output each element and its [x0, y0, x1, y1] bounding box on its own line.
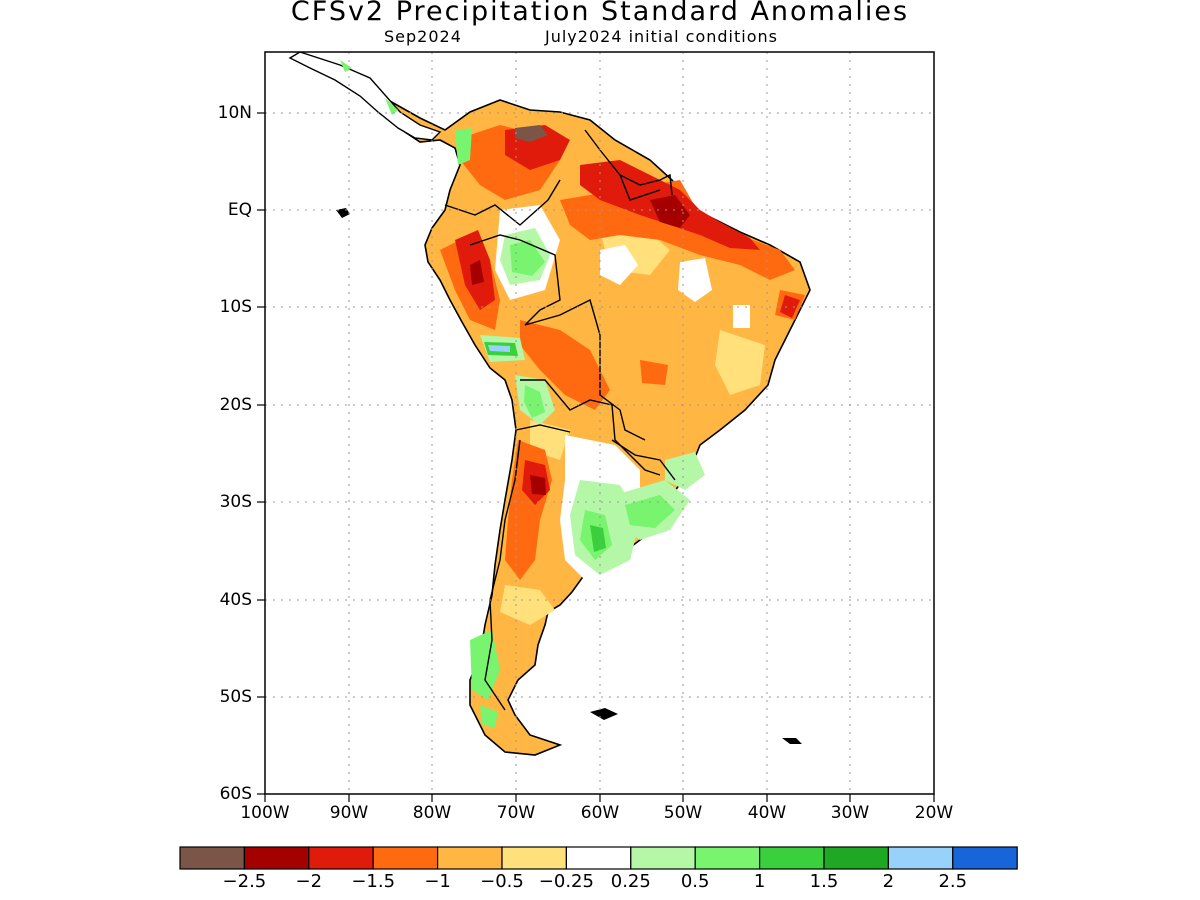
anomaly-region [733, 305, 750, 328]
colorbar-swatch [437, 846, 503, 870]
colorbar-swatch [501, 846, 568, 870]
chart-title: CFSv2 Precipitation Standard Anomalies [290, 0, 910, 27]
anomaly-region [625, 495, 675, 528]
anomaly-region [500, 585, 555, 625]
lon-label: 100W [240, 803, 290, 823]
colorbar-swatch [243, 846, 310, 870]
lon-label: 50W [663, 803, 703, 823]
lon-label: 80W [412, 803, 452, 823]
anomaly-region [780, 295, 800, 318]
anomaly-region [470, 630, 500, 700]
colorbar-label: −1 [424, 871, 451, 892]
lat-label: 20S [219, 395, 252, 415]
anomaly-region [455, 128, 472, 165]
anomaly-region [510, 240, 545, 276]
lat-label: 10S [219, 297, 252, 317]
anomaly-field [288, 52, 811, 756]
anomaly-region [488, 345, 510, 352]
lon-label: 20W [914, 803, 954, 823]
lat-label: EQ [227, 200, 252, 220]
anomaly-region [678, 258, 712, 302]
colorbar-swatch [823, 846, 890, 870]
lon-label: 70W [496, 803, 536, 823]
anomaly-region [524, 385, 545, 418]
colorbar-label: −2.5 [222, 871, 267, 892]
anomaly-region [600, 245, 638, 285]
anomaly-region [650, 195, 690, 228]
colorbar-label: −0.5 [480, 871, 524, 892]
anomaly-region [470, 260, 484, 285]
colorbar-label: −1.5 [351, 871, 396, 892]
colorbar-swatch [308, 846, 374, 870]
central-america [288, 52, 442, 141]
anomaly-region [520, 320, 610, 410]
anomaly-region [480, 705, 498, 728]
colorbar-label: −0.25 [538, 871, 594, 892]
colorbar-label: 1.5 [809, 871, 839, 892]
anomaly-region [640, 360, 668, 385]
colorbar-label: 2 [882, 871, 895, 892]
lon-label: 60W [580, 803, 620, 823]
anomaly-region [665, 452, 705, 490]
colorbar-swatch [694, 846, 761, 870]
lon-label: 40W [747, 803, 787, 823]
lon-label: 90W [329, 803, 369, 823]
anomaly-region [515, 125, 548, 142]
colorbar-swatch [758, 846, 825, 870]
lat-label: 30S [219, 492, 252, 512]
colorbar-label: −2 [295, 871, 323, 892]
colorbar-swatch [372, 846, 439, 870]
colorbar-label: 0.25 [610, 871, 651, 892]
colorbar-swatch [887, 846, 954, 870]
colorbar-swatch [565, 846, 632, 870]
south-georgia [782, 738, 802, 744]
axis-ticks [257, 112, 935, 802]
colorbar-label: 0.5 [680, 871, 710, 892]
lon-label: 30W [830, 803, 870, 823]
initial-conditions-label: July2024 initial conditions [545, 27, 778, 46]
lat-label: 50S [219, 687, 252, 707]
lat-label: 10N [217, 103, 252, 123]
colorbar-swatch [952, 846, 1018, 870]
falkland-islands [590, 708, 618, 720]
anomaly-region [715, 330, 765, 395]
lat-label: 60S [219, 784, 252, 804]
anomaly-region [530, 475, 546, 495]
colorbar [179, 846, 1018, 870]
colorbar-swatch [630, 846, 696, 870]
lat-label: 40S [219, 590, 252, 610]
colorbar-swatch [179, 846, 246, 870]
colorbar-label: 2.5 [938, 871, 968, 892]
anomaly-region [590, 525, 606, 552]
target-month-label: Sep2024 [384, 27, 462, 46]
colorbar-label: 1 [753, 871, 766, 892]
